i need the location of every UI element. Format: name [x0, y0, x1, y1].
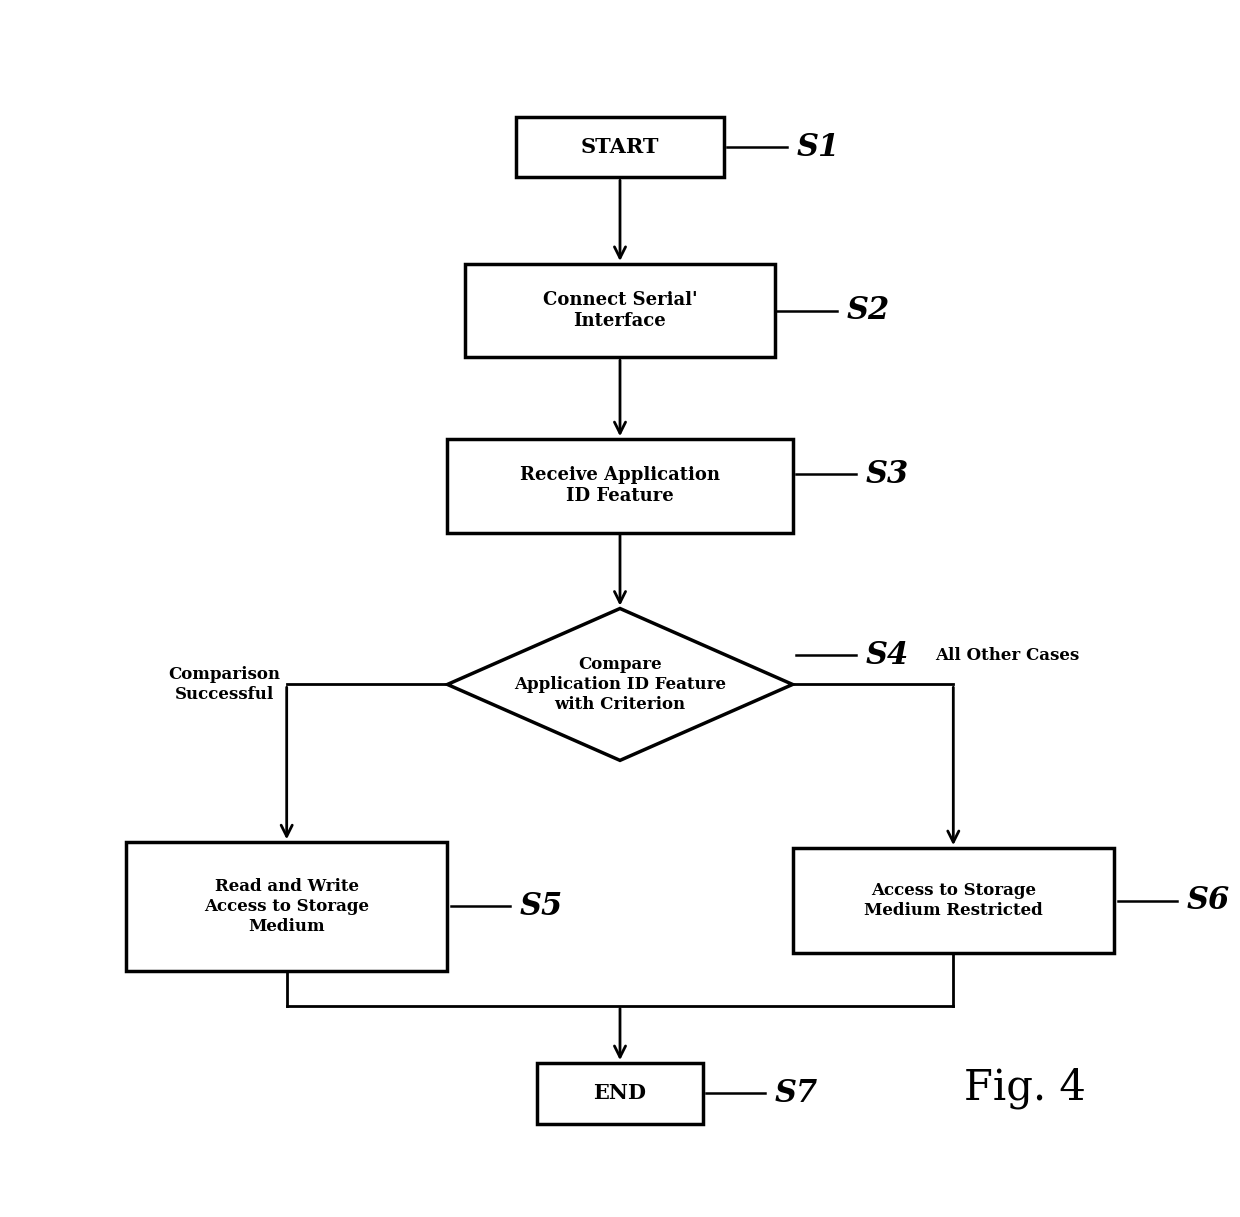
Text: Comparison
Successful: Comparison Successful	[169, 666, 280, 702]
Text: S2: S2	[846, 295, 889, 326]
Text: Compare
Application ID Feature
with Criterion: Compare Application ID Feature with Crit…	[515, 656, 725, 712]
Text: S3: S3	[866, 459, 909, 489]
Text: All Other Cases: All Other Cases	[935, 646, 1080, 663]
Text: S5: S5	[520, 891, 563, 922]
Text: S7: S7	[775, 1078, 818, 1109]
Text: END: END	[594, 1083, 646, 1104]
FancyBboxPatch shape	[516, 117, 724, 178]
Text: S4: S4	[866, 640, 909, 671]
FancyBboxPatch shape	[126, 842, 448, 971]
FancyBboxPatch shape	[448, 439, 792, 533]
FancyBboxPatch shape	[792, 848, 1114, 953]
Text: START: START	[580, 138, 660, 157]
Polygon shape	[448, 608, 792, 761]
Text: Fig. 4: Fig. 4	[963, 1066, 1086, 1109]
FancyBboxPatch shape	[465, 264, 775, 358]
Text: S6: S6	[1187, 885, 1230, 916]
Text: Receive Application
ID Feature: Receive Application ID Feature	[520, 466, 720, 505]
Text: Read and Write
Access to Storage
Medium: Read and Write Access to Storage Medium	[205, 879, 370, 935]
Text: Access to Storage
Medium Restricted: Access to Storage Medium Restricted	[864, 882, 1043, 919]
Text: Connect Serial'
Interface: Connect Serial' Interface	[543, 291, 697, 330]
FancyBboxPatch shape	[537, 1062, 703, 1123]
Text: S1: S1	[796, 131, 839, 163]
